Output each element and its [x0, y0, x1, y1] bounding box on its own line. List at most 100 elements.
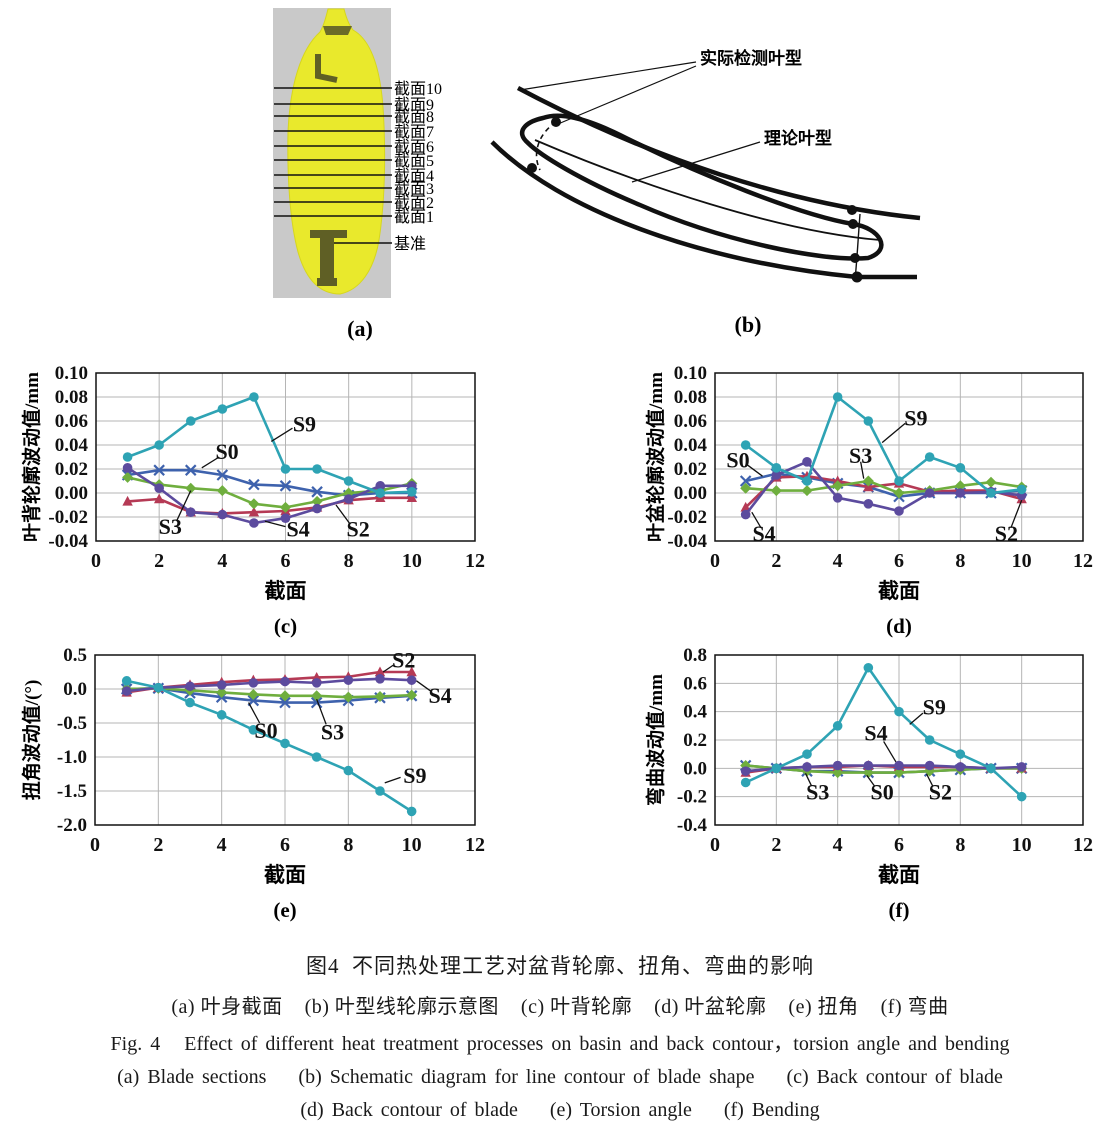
marker-circle	[343, 476, 354, 486]
annotation-S4: S4	[751, 511, 776, 546]
x-axis-label: 截面	[265, 579, 307, 603]
series-label-S0: S0	[215, 439, 238, 464]
caption-en-subitems-2: (d) Back contour of blade (e) Torsion an…	[300, 1099, 820, 1121]
x-tick-label: 6	[894, 834, 904, 856]
marker-circle	[248, 678, 259, 688]
series-label-S4: S4	[752, 521, 775, 546]
x-tick-label: 10	[1012, 550, 1032, 572]
annotation-S3: S3	[849, 443, 872, 479]
y-axis-label: 扭角波动值/(°)	[20, 680, 43, 801]
series-line-S2	[744, 474, 1023, 509]
y-tick-label: -0.5	[57, 713, 87, 734]
annotation-S9: S9	[384, 763, 426, 788]
marker-circle	[280, 513, 291, 523]
series-S9	[740, 392, 1027, 498]
y-tick-label: -0.02	[667, 507, 707, 528]
marker-diamond	[279, 690, 291, 702]
section-label: 截面9	[394, 96, 434, 114]
y-tick-label: -0.4	[677, 815, 708, 836]
caption-zh-subitems: (a) 叶身截面 (b) 叶型线轮廓示意图 (c) 叶背轮廓 (d) 叶盆轮廓 …	[171, 996, 949, 1018]
marker-circle	[121, 686, 132, 696]
series-label-S3: S3	[159, 514, 182, 539]
y-axis-label: 弯曲波动值/mm	[644, 674, 667, 806]
marker-diamond	[893, 487, 905, 499]
annotation-leader-line	[316, 698, 327, 725]
marker-circle	[771, 763, 782, 774]
y-tick-label: 0.8	[683, 645, 707, 666]
panel-letter: (f)	[889, 898, 910, 922]
y-tick-label: 0.00	[55, 483, 88, 504]
x-tick-label: 4	[833, 834, 843, 856]
marker-circle	[312, 503, 322, 514]
x-tick-label: 0	[91, 550, 101, 572]
section-label: 截面10	[394, 80, 442, 98]
annotation-leader-line	[751, 511, 762, 529]
marker-circle	[894, 476, 904, 486]
series-line-S9	[744, 395, 1022, 495]
annotation-S0: S0	[866, 775, 894, 804]
marker-x	[311, 486, 323, 498]
marker-diamond	[122, 471, 134, 483]
annotation-S2: S2	[995, 499, 1023, 546]
marker-circle	[771, 470, 782, 480]
marker-triangle	[153, 493, 165, 504]
annotation-leader-line	[248, 702, 261, 724]
marker-diamond	[954, 480, 966, 492]
marker-circle	[217, 404, 228, 414]
x-tick-label: 8	[343, 834, 353, 856]
marker-circle	[740, 509, 751, 520]
marker-circle	[375, 488, 386, 498]
annotation-S3: S3	[159, 490, 192, 539]
marker-circle	[248, 725, 259, 735]
annotation-S2: S2	[335, 504, 370, 542]
marker-circle	[832, 721, 843, 731]
datum-label: 基准	[394, 235, 426, 253]
marker-diamond	[985, 476, 997, 488]
marker-circle	[311, 678, 322, 688]
x-tick-label: 0	[710, 834, 720, 856]
series-label-S9: S9	[904, 406, 927, 431]
marker-circle	[280, 676, 290, 687]
series-label-S4: S4	[287, 517, 310, 542]
annotation-leader-line	[175, 490, 192, 522]
marker-triangle	[406, 666, 417, 677]
x-tick-label: 10	[402, 550, 422, 572]
marker-circle	[406, 675, 417, 685]
x-tick-label: 8	[344, 550, 354, 572]
series-label-S9: S9	[923, 694, 946, 719]
blade-lower-slot-mark	[310, 230, 347, 286]
axis-tick-labels: 0.8 0.6 0.4 0.2 0.0 -0.2 -0.40 2 4 6 8 10 12	[677, 645, 1093, 856]
marker-circle	[740, 440, 751, 450]
marker-diamond	[247, 688, 259, 700]
section-label: 截面3	[394, 180, 434, 198]
marker-x	[153, 464, 165, 476]
annotation-leader-line	[804, 773, 813, 787]
marker-triangle	[122, 495, 133, 506]
y-tick-label: 0.0	[683, 758, 707, 779]
annotation-S4: S4	[416, 680, 452, 708]
marker-circle	[955, 463, 966, 473]
x-tick-label: 2	[771, 550, 781, 572]
blade-upper-slot-mark	[315, 54, 338, 83]
annotation-leader-line	[264, 520, 286, 528]
marker-circle	[407, 487, 417, 497]
y-tick-label: 0.10	[674, 363, 707, 384]
series-line-S3	[745, 479, 1022, 495]
series-S4	[122, 463, 417, 528]
theory-profile-label: 理论叶型	[764, 128, 832, 148]
marker-circle	[894, 706, 904, 717]
marker-circle	[375, 786, 385, 796]
marker-circle	[924, 760, 935, 771]
x-tick-label: 12	[1073, 550, 1093, 572]
x-axis-label: 截面	[264, 863, 306, 887]
series-line-S4	[126, 466, 412, 525]
marker-circle	[986, 763, 996, 774]
marker-x	[279, 480, 292, 492]
label-leader-lines	[519, 61, 761, 183]
y-tick-label: 0.06	[674, 411, 707, 432]
annotation-leader-line	[1010, 499, 1023, 529]
series-label-S3: S3	[321, 720, 344, 745]
section-label: 截面2	[394, 194, 434, 212]
annotation-S0: S0	[248, 702, 278, 743]
